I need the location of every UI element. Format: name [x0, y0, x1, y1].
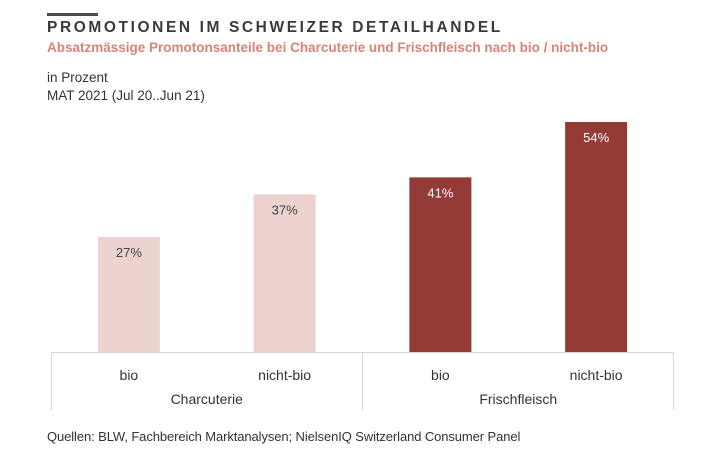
data-label: 41% [427, 185, 453, 200]
chart-subtitle: Absatzmässige Promotonsanteile bei Charc… [47, 40, 609, 55]
x-tick-label: nicht-bio [570, 367, 623, 383]
bar-frischfleisch-nicht-bio [565, 122, 628, 352]
period-label: MAT 2021 (Jul 20..Jun 21) [47, 88, 205, 103]
data-label: 54% [583, 130, 609, 145]
source-note: Quellen: BLW, Fachbereich Marktanalysen;… [47, 429, 521, 444]
bar-frischfleisch-bio [409, 177, 472, 352]
title-accent-line [47, 13, 98, 16]
x-tick-label: bio [431, 367, 450, 383]
chart-title: PROMOTIONEN IM SCHWEIZER DETAILHANDEL [47, 19, 503, 36]
unit-label: in Prozent [47, 70, 108, 85]
data-label: 37% [272, 202, 298, 217]
bar-charcuterie-nicht-bio [253, 194, 316, 352]
x-tick-label: bio [120, 367, 139, 383]
x-group-label: Charcuterie [171, 391, 244, 407]
bar-charcuterie-bio [97, 237, 160, 352]
data-label: 27% [116, 245, 142, 260]
x-tick-label: nicht-bio [258, 367, 311, 383]
x-group-label: Frischfleisch [479, 391, 557, 407]
